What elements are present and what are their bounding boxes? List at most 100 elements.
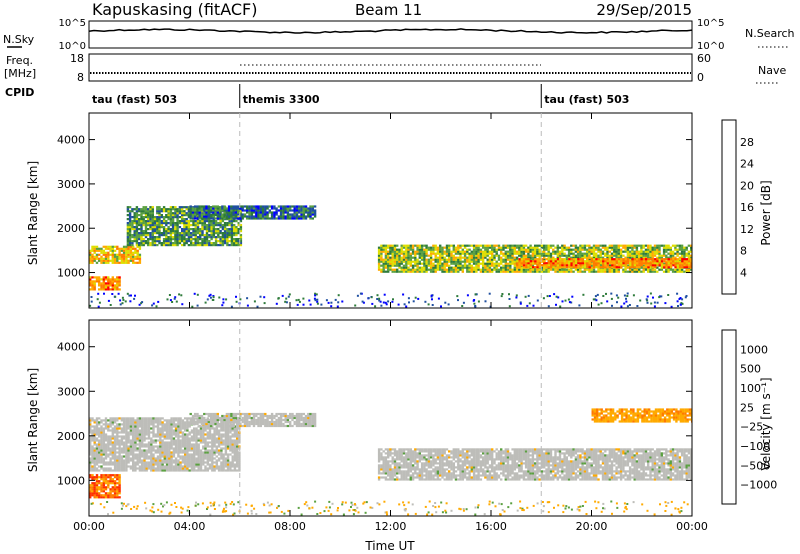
- heatmap-cell: [617, 268, 620, 271]
- heatmap-cell: [445, 252, 449, 255]
- heatmap-cell: [377, 264, 381, 267]
- heatmap-cell: [649, 254, 652, 257]
- heatmap-cell: [147, 423, 151, 426]
- heatmap-cell: [377, 254, 381, 257]
- heatmap-cell: [221, 224, 225, 227]
- heatmap-cell: [143, 435, 146, 438]
- heatmap-cell: [534, 258, 537, 261]
- heatmap-cell: [173, 297, 176, 300]
- heatmap-cell: [104, 439, 108, 442]
- heatmap-cell: [177, 427, 180, 430]
- heatmap-cell: [540, 250, 544, 253]
- heatmap-cell: [189, 205, 192, 208]
- heatmap-cell: [300, 205, 303, 208]
- heatmap-cell: [586, 254, 589, 257]
- heatmap-cell: [615, 266, 618, 269]
- heatmap-cell: [199, 220, 202, 223]
- heatmap-cell: [172, 433, 176, 436]
- heatmap-cell: [552, 266, 555, 269]
- heatmap-cell: [128, 238, 132, 241]
- heatmap-cell: [126, 244, 130, 247]
- heatmap-cell: [129, 451, 133, 454]
- heatmap-cell: [479, 258, 483, 261]
- heatmap-cell: [459, 260, 462, 263]
- heatmap-cell: [676, 258, 680, 261]
- heatmap-cell: [518, 262, 521, 265]
- heatmap-cell: [674, 258, 677, 261]
- heatmap-cell: [165, 419, 169, 422]
- heatmap-cell: [128, 206, 132, 209]
- heatmap-cell: [147, 433, 151, 436]
- heatmap-cell: [134, 467, 137, 470]
- heatmap-cell: [385, 303, 388, 306]
- heatmap-cell: [91, 455, 94, 458]
- heatmap-cell: [475, 268, 478, 271]
- heatmap-cell: [185, 220, 188, 223]
- heatmap-cell: [162, 228, 166, 231]
- heatmap-cell: [651, 248, 654, 251]
- heatmap-cell: [226, 222, 229, 225]
- heatmap-cell: [497, 254, 501, 257]
- heatmap-cell: [445, 268, 449, 271]
- heatmap-cell: [687, 268, 691, 271]
- heatmap-cell: [104, 425, 108, 428]
- heatmap-cell: [156, 451, 160, 454]
- heatmap-cell: [432, 252, 435, 255]
- heatmap-cell: [165, 435, 169, 438]
- heatmap-cell: [615, 264, 618, 267]
- heatmap-cell: [172, 467, 176, 470]
- heatmap-cell: [190, 431, 194, 434]
- heatmap-cell: [579, 254, 582, 257]
- heatmap-cell: [159, 449, 162, 452]
- heatmap-cell: [411, 270, 415, 273]
- heatmap-cell: [416, 248, 419, 251]
- heatmap-cell: [651, 256, 654, 259]
- heatmap-cell: [484, 248, 487, 251]
- heatmap-cell: [391, 262, 394, 265]
- heatmap-cell: [158, 218, 161, 221]
- heatmap-cell: [450, 262, 453, 265]
- heatmap-cell: [136, 255, 139, 258]
- heatmap-cell: [286, 209, 290, 212]
- heatmap-cell: [138, 467, 142, 470]
- heatmap-cell: [185, 230, 188, 233]
- heatmap-cell: [246, 217, 249, 220]
- heatmap-cell: [284, 209, 287, 212]
- heatmap-cell: [554, 264, 557, 267]
- heatmap-cell: [457, 262, 460, 265]
- heatmap-cell: [134, 465, 137, 468]
- heatmap-cell: [613, 266, 616, 269]
- heatmap-cell: [160, 222, 163, 225]
- heatmap-cell: [154, 419, 157, 422]
- heatmap-cell: [511, 246, 514, 249]
- heatmap-cell: [129, 425, 133, 428]
- heatmap-cell: [472, 262, 476, 265]
- heatmap-cell: [176, 216, 179, 219]
- heatmap-cell: [304, 217, 308, 220]
- heatmap-cell: [509, 268, 512, 271]
- heatmap-cell: [402, 260, 406, 263]
- heatmap-cell: [141, 449, 144, 452]
- heatmap-cell: [118, 288, 121, 291]
- heatmap-cell: [104, 433, 108, 436]
- heatmap-cell: [504, 260, 507, 263]
- heatmap-cell: [100, 284, 103, 287]
- heatmap-cell: [181, 210, 184, 213]
- heatmap-cell: [665, 262, 668, 265]
- heatmap-cell: [574, 262, 578, 265]
- heatmap-cell: [189, 217, 192, 220]
- heatmap-cell: [138, 441, 142, 444]
- heatmap-cell: [638, 264, 641, 267]
- heatmap-cell: [122, 423, 126, 426]
- heatmap-cell: [250, 207, 253, 210]
- heatmap-cell: [158, 228, 161, 231]
- heatmap-cell: [162, 206, 166, 209]
- heatmap-cell: [120, 419, 124, 422]
- heatmap-cell: [382, 262, 385, 265]
- heatmap-cell: [649, 260, 652, 263]
- heatmap-cell: [93, 255, 96, 258]
- heatmap-cell: [174, 443, 178, 446]
- heatmap-cell: [170, 421, 173, 424]
- heatmap-cell: [93, 463, 96, 466]
- heatmap-cell: [515, 244, 519, 247]
